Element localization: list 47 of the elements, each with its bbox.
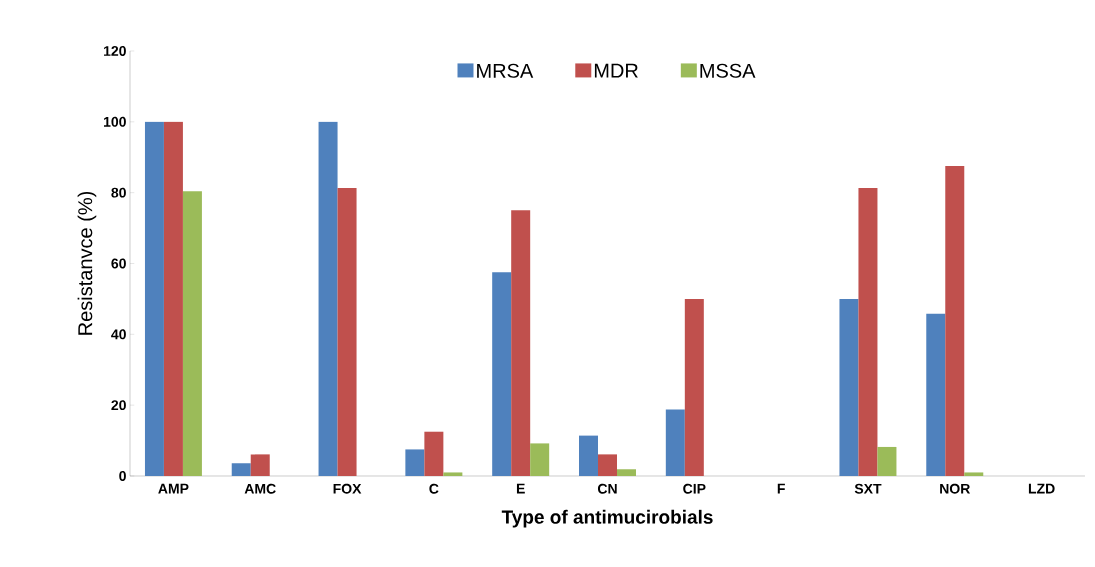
bar <box>511 210 531 476</box>
bar <box>926 313 946 476</box>
x-tick-label: AMP <box>158 483 189 494</box>
x-tick-label: CIP <box>683 483 706 494</box>
x-tick-label: FOX <box>333 483 362 494</box>
bar <box>144 121 164 476</box>
bar <box>337 188 357 476</box>
x-tick-label: CN <box>597 483 617 494</box>
legend-label: MSSA <box>700 63 756 78</box>
bar <box>877 446 897 476</box>
bar <box>945 166 965 476</box>
bar <box>617 469 636 476</box>
x-tick-label: C <box>429 483 439 494</box>
legend-label: MRSA <box>477 63 534 78</box>
x-tick-label: F <box>777 483 785 494</box>
bar <box>318 121 338 476</box>
bar <box>579 435 599 476</box>
bar <box>492 272 512 476</box>
y-tick-label: 0 <box>119 471 126 481</box>
x-tick-label: NOR <box>940 483 971 494</box>
x-tick-label: E <box>516 483 525 494</box>
bar <box>858 188 878 476</box>
x-axis-title: Type of antimucirobials <box>501 509 713 528</box>
y-axis-title: Resistanvce (%) <box>77 191 97 335</box>
y-tick-label: 40 <box>111 329 126 340</box>
y-tick-label: 120 <box>104 46 126 56</box>
bar <box>839 298 859 476</box>
bar <box>598 454 618 476</box>
bar <box>530 443 550 476</box>
bar <box>182 191 202 476</box>
bar <box>964 472 984 476</box>
y-tick-label: 100 <box>104 116 126 127</box>
x-tick-label: LZD <box>1028 483 1055 494</box>
bar <box>443 472 463 476</box>
y-tick-label: 60 <box>111 258 126 269</box>
x-tick-label: AMC <box>244 483 276 494</box>
x-tick-label: SXT <box>854 483 882 494</box>
y-tick-label: 20 <box>111 400 126 411</box>
bar <box>684 298 704 476</box>
bar <box>405 449 425 476</box>
bar <box>424 431 444 476</box>
bar <box>250 454 270 476</box>
y-tick-label: 80 <box>111 187 126 198</box>
bar <box>163 121 183 476</box>
legend-label: MDR <box>594 63 638 78</box>
bar <box>665 409 685 476</box>
bar <box>231 463 251 476</box>
